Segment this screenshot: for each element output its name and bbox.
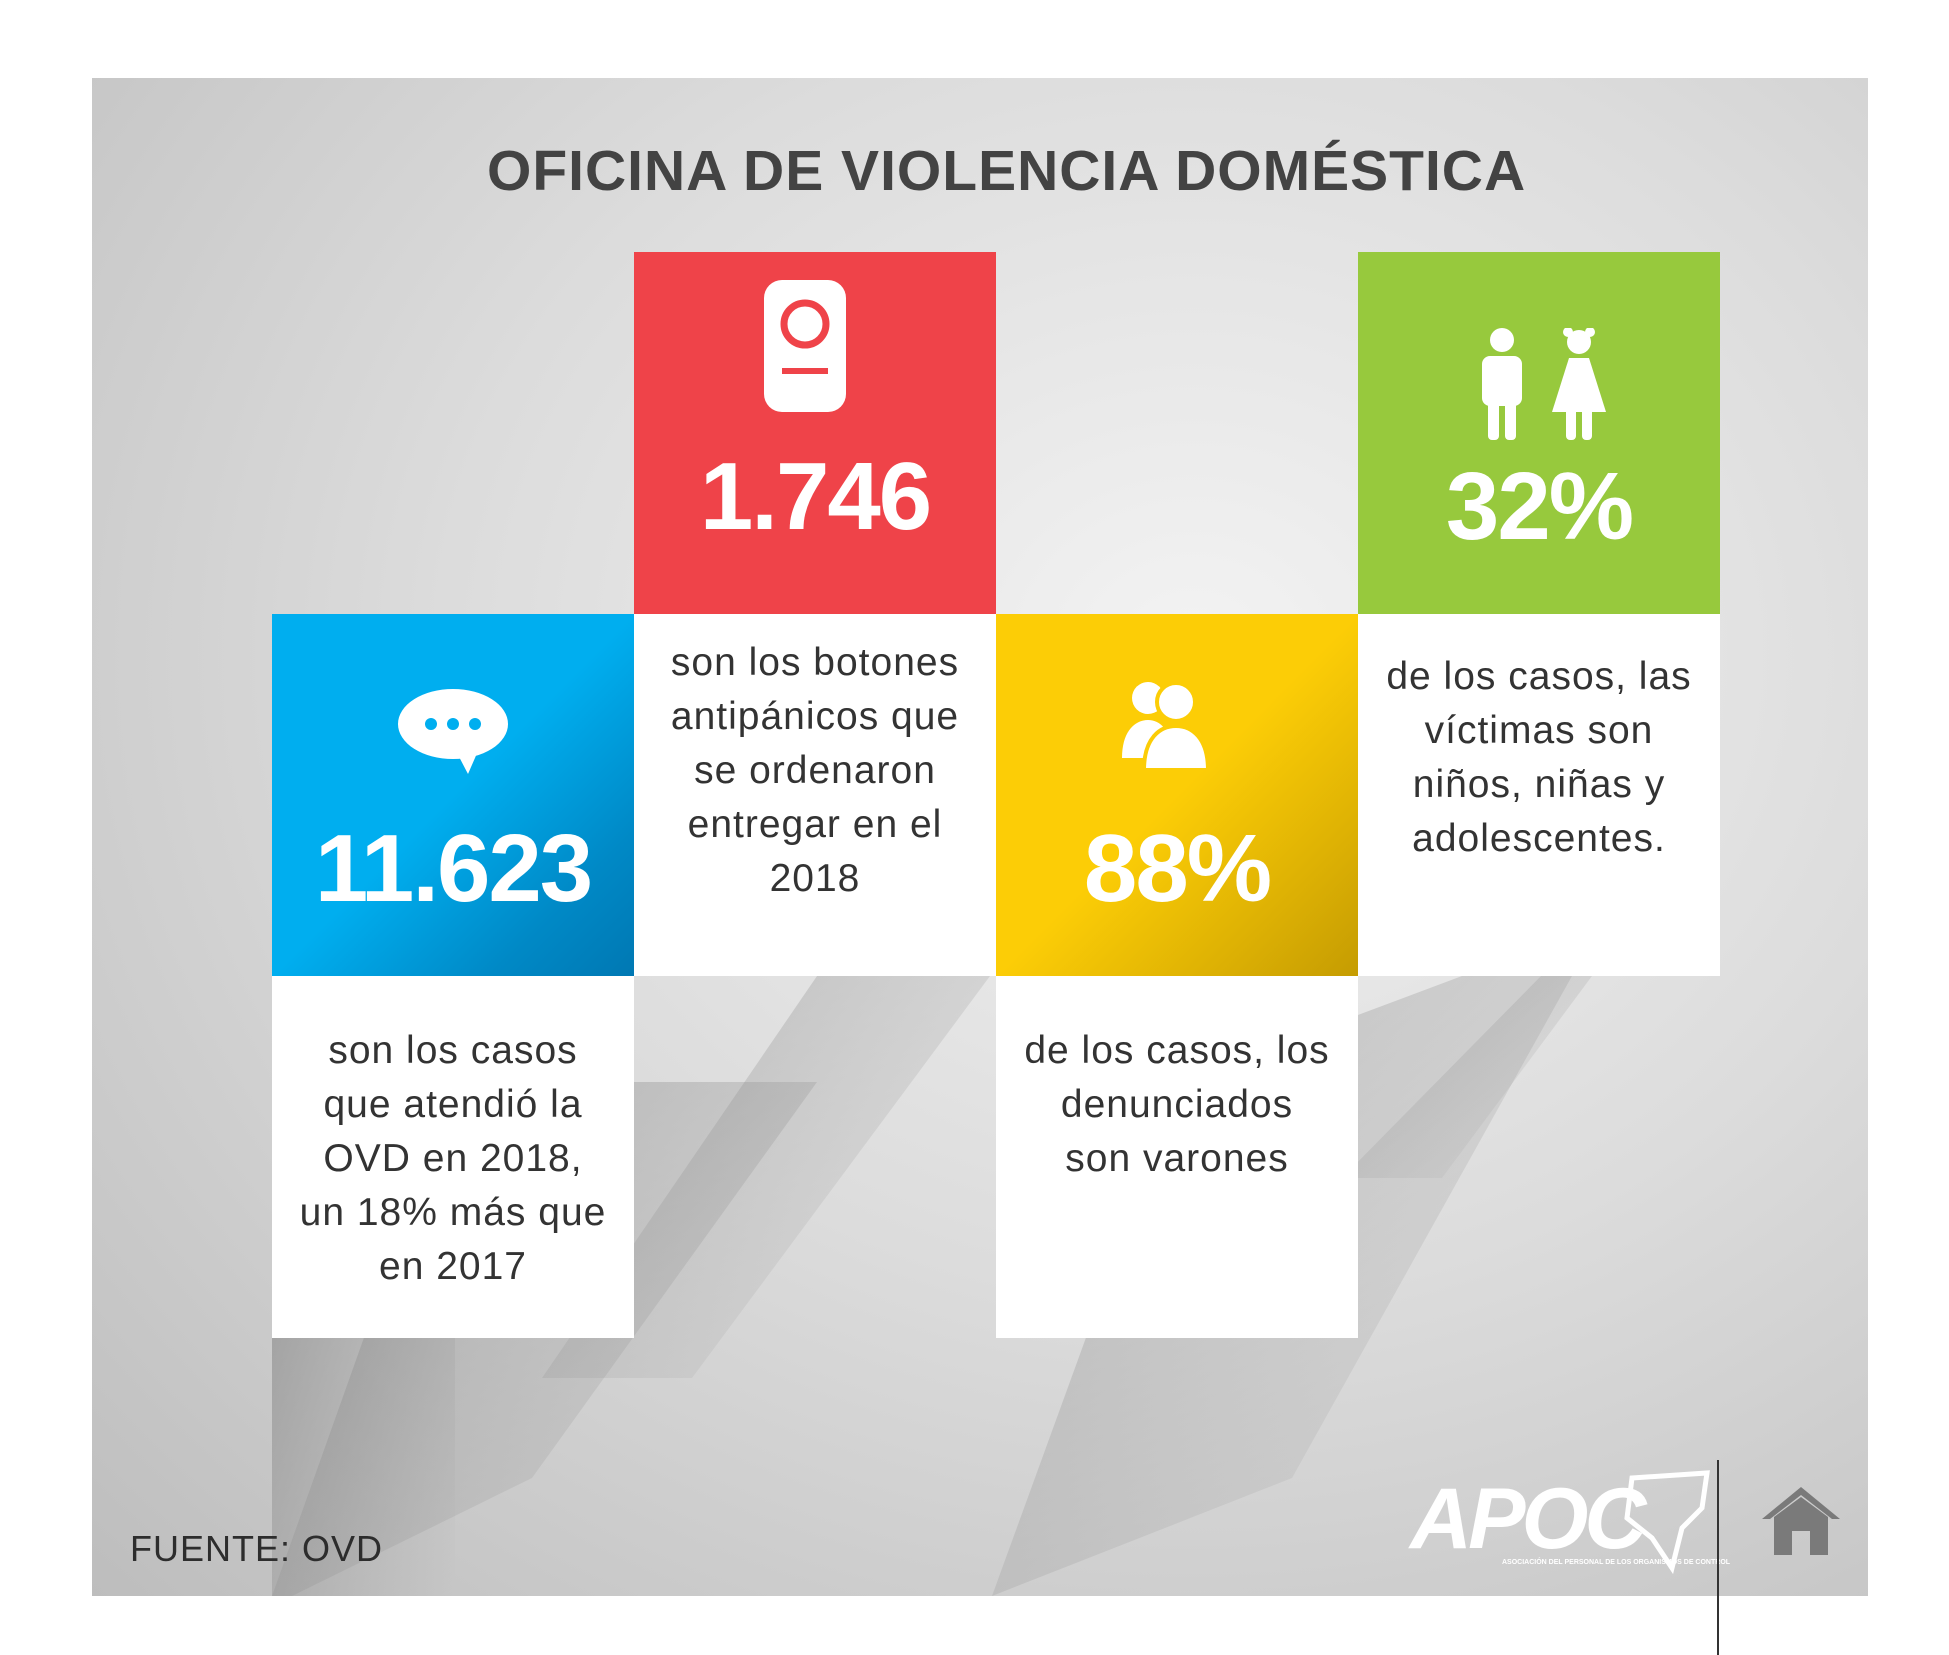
cases-stat-tile: 11.623 bbox=[272, 614, 634, 976]
logo-map-shape bbox=[1624, 1470, 1710, 1575]
panic-buttons-description-card: son los botones antipánicos que se orden… bbox=[634, 614, 996, 976]
apoc-logo-text: APOC bbox=[1410, 1471, 1646, 1567]
panic-buttons-description: son los botones antipánicos que se orden… bbox=[670, 641, 960, 900]
home-icon[interactable] bbox=[1760, 1483, 1842, 1557]
people-icon bbox=[1122, 681, 1211, 770]
minors-description-card: de los casos, las víctimas son niños, ni… bbox=[1358, 614, 1720, 976]
aggressors-description-card: de los casos, los denunciados son varone… bbox=[996, 976, 1358, 1338]
aggressors-description: de los casos, los denunciados son varone… bbox=[1024, 1029, 1330, 1180]
aggressors-value: 88% bbox=[1083, 815, 1272, 922]
panic-button-icon bbox=[764, 280, 846, 412]
cases-description-card: son los casos que atendió la OVD en 2018… bbox=[272, 976, 634, 1338]
panic-buttons-value: 1.746 bbox=[699, 443, 932, 550]
chat-bubble-icon bbox=[398, 689, 508, 774]
source-label: FUENTE: OVD bbox=[130, 1528, 384, 1569]
shadow-layer bbox=[272, 976, 1592, 1596]
cases-description: son los casos que atendió la OVD en 2018… bbox=[299, 1029, 607, 1288]
boy-girl-icon bbox=[1482, 328, 1606, 440]
cases-value: 11.623 bbox=[314, 815, 593, 922]
minors-description: de los casos, las víctimas son niños, ni… bbox=[1386, 655, 1692, 860]
page-title: OFICINA DE VIOLENCIA DOMÉSTICA bbox=[487, 139, 1527, 203]
infographic-panel: OFICINA DE VIOLENCIA DOMÉSTICA 11.623 so… bbox=[92, 78, 1868, 1596]
panic-buttons-stat-tile: 1.746 bbox=[634, 252, 996, 614]
minors-stat-tile: 32% bbox=[1358, 252, 1720, 614]
footer-divider bbox=[1717, 1460, 1719, 1655]
aggressors-stat-tile: 88% bbox=[996, 614, 1358, 976]
minors-value: 32% bbox=[1445, 453, 1634, 560]
apoc-logo-tagline: ASOCIACIÓN DEL PERSONAL DE LOS ORGANISMO… bbox=[1502, 1559, 1731, 1566]
